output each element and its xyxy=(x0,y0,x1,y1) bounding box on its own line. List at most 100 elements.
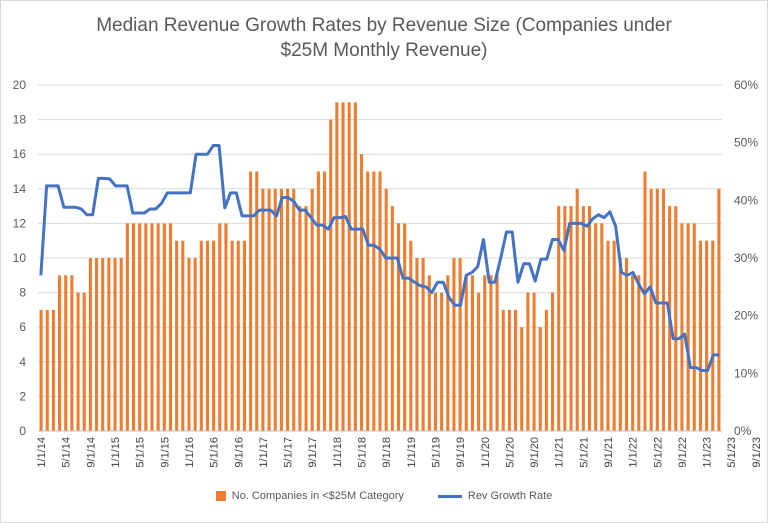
bar xyxy=(686,223,690,431)
bar xyxy=(131,223,136,431)
bar xyxy=(224,223,228,431)
bar xyxy=(421,258,425,431)
bar xyxy=(162,223,166,431)
x-tick-label: 5/1/19 xyxy=(430,437,442,468)
x-tick-label: 1/1/21 xyxy=(554,437,566,468)
bar xyxy=(427,275,431,431)
bar xyxy=(347,102,351,432)
bar xyxy=(563,206,567,431)
chart-title-line1: Median Revenue Growth Rates by Revenue S… xyxy=(96,15,672,36)
y-tick-label: 10 xyxy=(13,251,27,265)
x-tick-label: 1/1/14 xyxy=(36,437,48,468)
bar xyxy=(477,292,481,431)
bar xyxy=(95,258,99,431)
bar xyxy=(236,240,240,431)
bar xyxy=(600,223,604,431)
bar xyxy=(359,154,364,431)
y-tick-label: 20 xyxy=(13,78,27,92)
bar xyxy=(88,258,92,431)
legend-item-bars[interactable]: No. Companies in <$25M Category xyxy=(215,490,404,502)
x-tick-label: 5/1/15 xyxy=(135,437,147,468)
bar xyxy=(51,309,55,431)
bar xyxy=(470,275,474,431)
bar xyxy=(557,206,561,431)
bar xyxy=(618,258,622,431)
x-tick-label: 1/1/18 xyxy=(332,437,344,468)
bar xyxy=(390,206,394,431)
bar xyxy=(717,188,721,431)
bar xyxy=(526,292,530,431)
bar xyxy=(551,292,555,431)
bar xyxy=(458,258,462,431)
bar xyxy=(181,240,185,431)
y2-tick-label: 10% xyxy=(734,366,758,380)
bar xyxy=(335,102,339,432)
bar xyxy=(323,171,327,431)
bar xyxy=(680,223,684,431)
x-tick-label: 5/1/14 xyxy=(61,437,73,468)
x-tick-label: 9/1/23 xyxy=(751,437,763,468)
y2-tick-label: 50% xyxy=(734,136,758,150)
bar xyxy=(532,292,536,431)
x-tick-label: 1/1/19 xyxy=(406,437,418,468)
x-tick-label: 5/1/22 xyxy=(652,437,664,468)
bar xyxy=(193,258,197,431)
y-tick-label: 4 xyxy=(19,355,26,369)
legend: No. Companies in <$25M Category Rev Grow… xyxy=(1,490,767,502)
bar xyxy=(483,275,487,431)
x-tick-label: 1/1/23 xyxy=(702,437,714,468)
bar xyxy=(587,206,592,431)
bar xyxy=(637,275,641,431)
bar xyxy=(643,171,647,431)
bar xyxy=(218,223,222,431)
bar xyxy=(82,292,86,431)
right-axis: 0% 10% 20% 30% 40% 50% 60% xyxy=(734,78,758,438)
bar xyxy=(261,188,265,431)
bar xyxy=(649,188,653,431)
bar xyxy=(64,275,68,431)
bar xyxy=(39,309,43,431)
x-tick-label: 9/1/21 xyxy=(603,437,615,468)
bar xyxy=(199,240,203,431)
x-tick-label: 1/1/15 xyxy=(110,437,122,468)
bar xyxy=(378,171,382,431)
y-tick-label: 18 xyxy=(13,113,27,127)
bar xyxy=(76,292,80,431)
x-tick-label: 5/1/18 xyxy=(357,437,369,468)
bar xyxy=(267,188,271,431)
bar xyxy=(125,223,129,431)
bar xyxy=(175,240,179,431)
bar xyxy=(341,102,345,432)
bar xyxy=(655,188,659,431)
bar xyxy=(514,309,518,431)
bar xyxy=(353,102,357,432)
bar xyxy=(138,223,142,431)
bar xyxy=(575,188,579,431)
legend-swatch-bars xyxy=(215,491,226,501)
bar xyxy=(631,275,635,431)
bar xyxy=(464,275,468,431)
line-series xyxy=(39,144,720,372)
bar-series xyxy=(39,102,721,432)
x-tick-label: 9/1/14 xyxy=(85,437,97,468)
x-tick-label: 5/1/23 xyxy=(726,437,738,468)
bar xyxy=(372,171,376,431)
bar xyxy=(705,240,709,431)
bar xyxy=(230,240,234,431)
bar xyxy=(501,309,505,431)
x-tick-label: 1/1/20 xyxy=(480,437,492,468)
bar xyxy=(150,223,154,431)
bar xyxy=(440,292,444,431)
x-tick-label: 9/1/22 xyxy=(677,437,689,468)
bar xyxy=(304,206,308,431)
x-tick-label: 9/1/15 xyxy=(159,437,171,468)
bar xyxy=(156,223,160,431)
y-tick-label: 0 xyxy=(19,424,26,438)
bar xyxy=(495,275,499,431)
x-tick-label: 9/1/20 xyxy=(529,437,541,468)
y2-tick-label: 40% xyxy=(734,193,758,207)
legend-item-line[interactable]: Rev Growth Rate xyxy=(437,490,552,502)
bar xyxy=(569,206,573,431)
left-axis: 0 2 4 6 8 10 12 14 16 18 20 xyxy=(13,78,27,438)
